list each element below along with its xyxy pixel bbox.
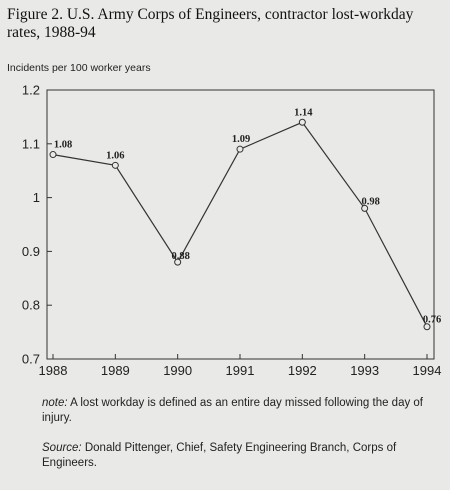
data-label: 0.98: [361, 196, 379, 207]
y-tick-label: 0.8: [22, 298, 40, 313]
y-axis-label: Incidents per 100 worker years: [7, 62, 151, 74]
data-label: 1.06: [106, 150, 124, 161]
x-tick-label: 1991: [226, 363, 255, 378]
data-point: [111, 161, 119, 169]
chart-note: note: A lost workday is defined as an en…: [42, 396, 442, 426]
y-tick-label: 0.7: [22, 352, 40, 367]
data-label: 1.08: [54, 140, 72, 151]
data-label: 1.09: [232, 134, 250, 145]
data-label: 0.76: [423, 315, 441, 326]
x-tick-label: 1989: [101, 363, 130, 378]
y-tick-label: 1.2: [22, 83, 40, 98]
x-tick-label: 1990: [163, 363, 192, 378]
y-axis: 0.7 0.8 0.9 1 1.1 1.2: [22, 83, 52, 367]
y-tick-label: 1: [33, 190, 40, 205]
source-prefix: Source:: [42, 442, 82, 454]
source-text: Donald Pittenger, Chief, Safety Engineer…: [42, 442, 397, 469]
x-tick-label: 1994: [413, 363, 442, 378]
data-label: 1.14: [294, 107, 313, 118]
data-point: [298, 118, 306, 126]
data-labels: 1.08 1.06 0.88 1.09 1.14 0.98 0.76: [54, 107, 441, 325]
chart-title: Figure 2. U.S. Army Corps of Engineers, …: [7, 6, 414, 41]
x-axis: 1988 1989 1990 1991 1992 1993 1994: [39, 354, 442, 378]
note-prefix: note:: [42, 397, 68, 409]
line-chart: 0.7 0.8 0.9 1 1.1 1.2 1988 1989 1990 1991 1992 199…: [22, 83, 442, 379]
data-point: [174, 258, 182, 266]
note-text: A lost workday is defined as an entire d…: [42, 397, 424, 424]
x-tick-label: 1993: [350, 363, 379, 378]
y-tick-label: 0.9: [22, 244, 40, 259]
data-points: [49, 118, 431, 331]
plot-frame: [46, 89, 435, 360]
data-point: [423, 323, 431, 331]
data-label: 0.88: [171, 251, 189, 262]
x-tick-label: 1992: [288, 363, 317, 378]
data-point: [49, 151, 57, 159]
x-tick-label: 1988: [39, 363, 68, 378]
chart-source: Source: Donald Pittenger, Chief, Safety …: [42, 441, 442, 471]
data-point: [361, 204, 369, 212]
y-tick-label: 1.1: [22, 136, 40, 151]
data-point: [236, 145, 244, 153]
